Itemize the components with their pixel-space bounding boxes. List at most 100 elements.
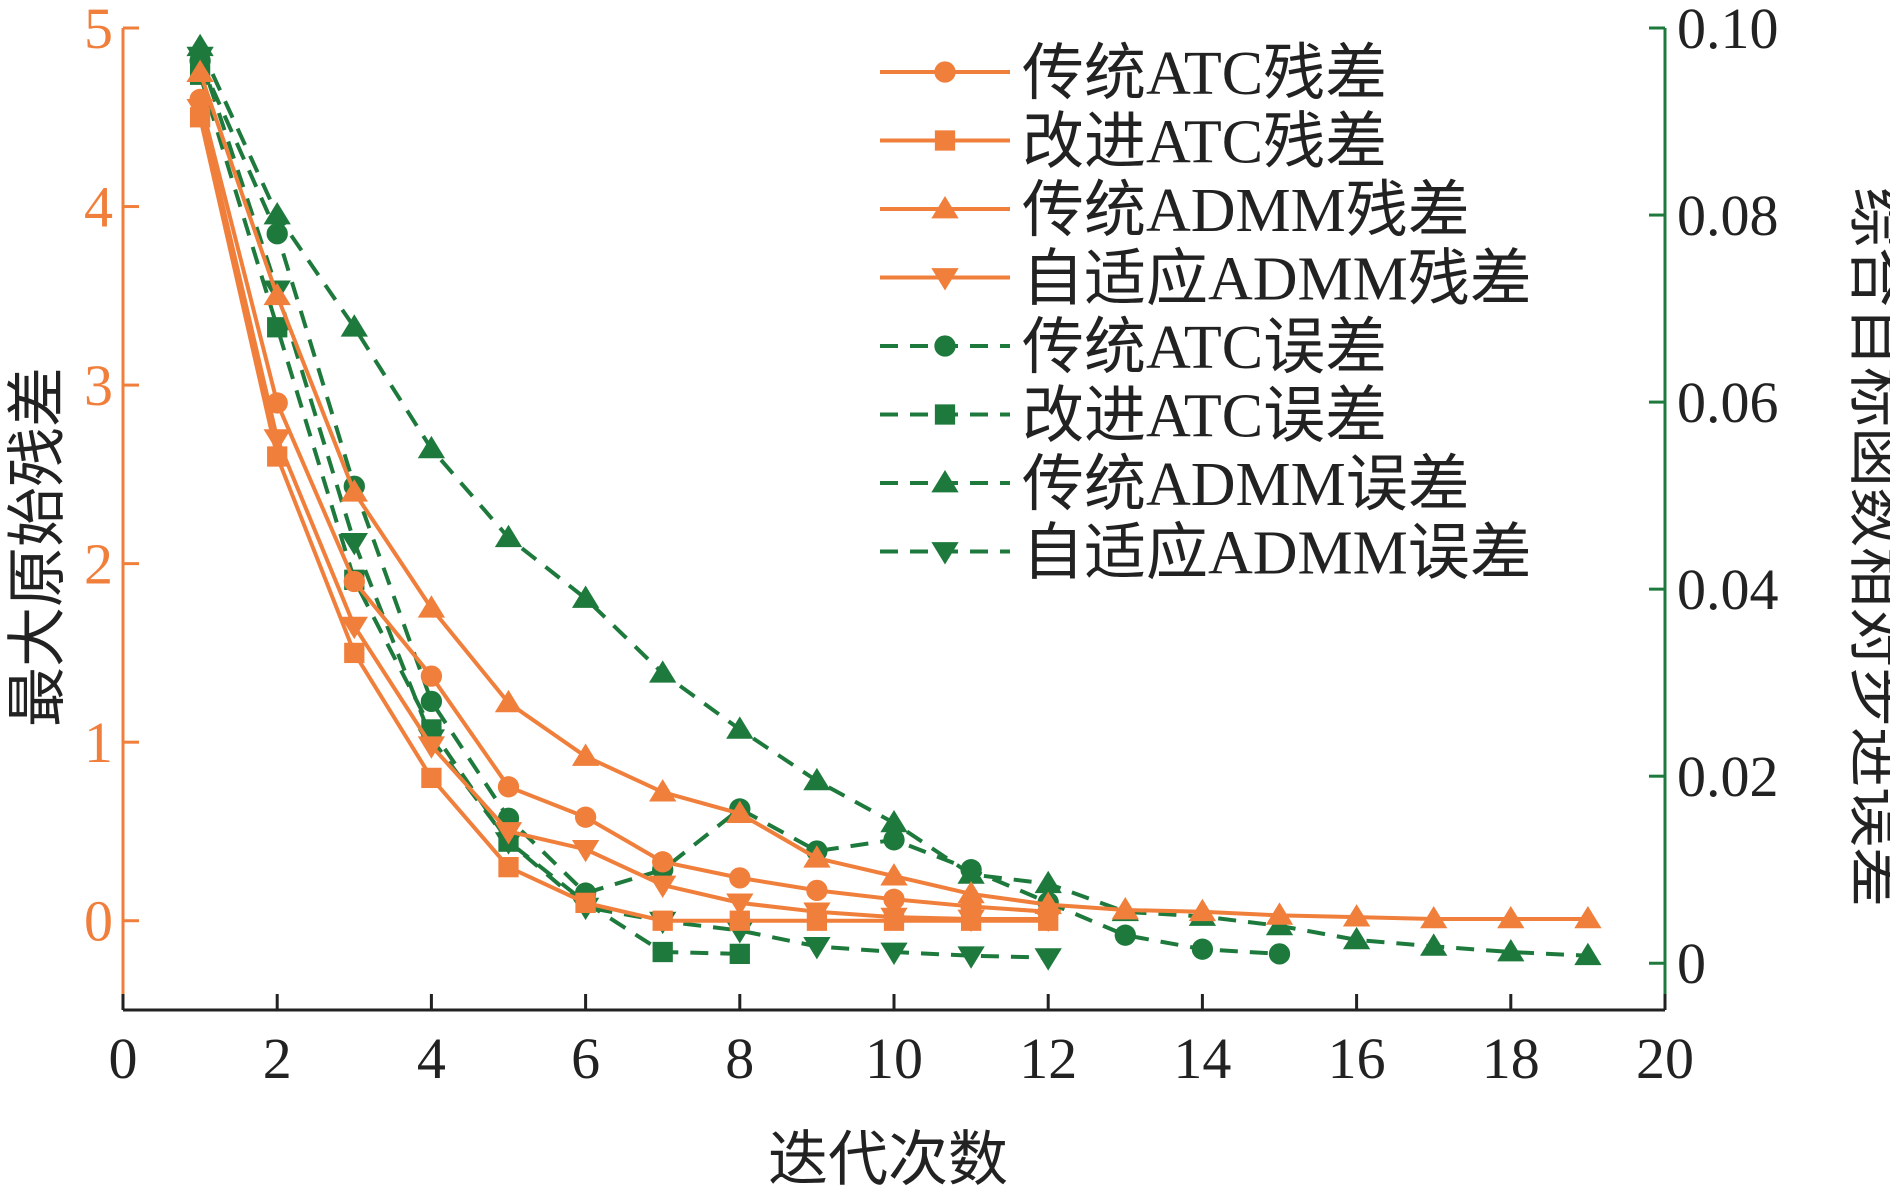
x-tick-label: 0 — [109, 1026, 138, 1091]
series-line — [198, 55, 1049, 960]
series-1 — [189, 88, 1059, 923]
right-tick-label: 0.02 — [1677, 744, 1779, 809]
data-point — [652, 941, 673, 963]
data-point — [1188, 898, 1217, 922]
legend-label: 传统ATC误差 — [1022, 314, 1387, 382]
data-point — [957, 946, 985, 969]
right-tick-label: 0.08 — [1677, 183, 1779, 248]
data-point — [571, 585, 600, 608]
data-point — [340, 533, 368, 556]
data-point — [726, 893, 754, 916]
x-tick-label: 4 — [417, 1026, 446, 1091]
data-point — [649, 660, 677, 683]
left-tick-label: 3 — [84, 353, 113, 418]
right-axis-title: 综合目标函数相对步进误差 — [1841, 187, 1890, 907]
series-line — [198, 98, 1049, 914]
legend-marker — [931, 542, 959, 565]
data-point — [803, 767, 831, 791]
series-line — [198, 74, 740, 956]
legend-label: 自适应ADMM误差 — [1022, 520, 1532, 588]
data-point — [729, 867, 751, 889]
data-point — [417, 435, 446, 459]
data-point — [1420, 905, 1448, 929]
data-point — [343, 570, 365, 593]
data-point — [1111, 897, 1139, 920]
right-tick-label: 0 — [1677, 931, 1706, 996]
legend-entry: 自适应ADMM残差 — [880, 246, 1532, 314]
data-point — [803, 902, 831, 925]
data-point — [1034, 891, 1062, 915]
data-point — [574, 806, 597, 828]
legend-label: 自适应ADMM残差 — [1022, 246, 1532, 314]
data-point — [883, 888, 905, 910]
legend-label: 传统ADMM误差 — [1022, 451, 1470, 519]
data-point — [729, 943, 750, 965]
legend: 传统ATC残差改进ATC残差传统ADMM残差自适应ADMM残差传统ATC误差改进… — [880, 40, 1532, 588]
data-point — [880, 863, 908, 886]
data-point — [263, 202, 291, 225]
data-point — [340, 616, 368, 640]
x-tick-label: 14 — [1173, 1026, 1231, 1091]
x-tick-label: 10 — [865, 1026, 923, 1091]
data-point — [575, 892, 596, 914]
data-point — [1574, 942, 1602, 966]
data-point — [726, 716, 754, 739]
x-tick-label: 6 — [571, 1026, 600, 1091]
data-point — [186, 98, 214, 122]
legend-entry: 改进ATC误差 — [880, 383, 1387, 451]
legend-marker — [934, 61, 956, 83]
data-point — [420, 665, 443, 687]
data-point — [649, 779, 677, 802]
legend-label: 传统ADMM残差 — [1022, 177, 1470, 245]
data-point — [803, 937, 831, 960]
data-point — [1034, 870, 1062, 894]
data-point — [494, 689, 523, 713]
data-point — [883, 829, 905, 851]
data-point — [186, 46, 214, 70]
data-point — [263, 429, 291, 452]
data-point — [803, 845, 831, 868]
legend-marker — [931, 196, 959, 219]
x-tick-label: 20 — [1636, 1026, 1694, 1091]
data-point — [1420, 933, 1448, 956]
x-tick-label: 2 — [263, 1026, 292, 1091]
data-point — [1268, 943, 1291, 965]
data-point — [1034, 948, 1062, 971]
data-point — [957, 861, 985, 884]
data-point — [1342, 926, 1371, 950]
series-6 — [189, 64, 750, 965]
legend-entry: 改进ATC残差 — [880, 109, 1387, 177]
data-point — [340, 314, 368, 337]
legend-label: 改进ATC残差 — [1022, 109, 1387, 177]
data-point — [880, 907, 908, 931]
data-point — [1497, 939, 1525, 962]
left-tick-label: 5 — [84, 0, 113, 61]
data-point — [344, 642, 365, 664]
series-3 — [186, 59, 1602, 929]
data-point — [652, 851, 674, 873]
legend-entry: 传统ADMM残差 — [880, 177, 1470, 245]
data-point — [266, 223, 288, 245]
data-point — [340, 479, 368, 502]
left-axis-title: 最大原始残差 — [3, 367, 73, 727]
data-point — [417, 736, 446, 759]
data-point — [498, 857, 519, 878]
legend-entry: 自适应ADMM误差 — [880, 520, 1532, 588]
right-tick-label: 0.06 — [1677, 370, 1779, 435]
series-line — [198, 116, 1049, 923]
data-point — [1574, 905, 1602, 929]
data-point — [1034, 909, 1062, 932]
right-tick-label: 0.04 — [1677, 557, 1779, 622]
plot-area — [186, 33, 1602, 971]
series-4 — [186, 98, 1062, 932]
axes: 0 2 4 6 8 10 12 14 16 18 2001234500.020.040.060.08… — [84, 0, 1779, 1091]
data-point — [494, 822, 523, 845]
data-point — [880, 809, 908, 833]
data-point — [649, 875, 677, 899]
data-point — [652, 910, 673, 931]
legend-marker — [934, 404, 956, 425]
series-8 — [186, 46, 1062, 971]
data-point — [420, 690, 443, 713]
left-tick-label: 4 — [84, 175, 113, 240]
